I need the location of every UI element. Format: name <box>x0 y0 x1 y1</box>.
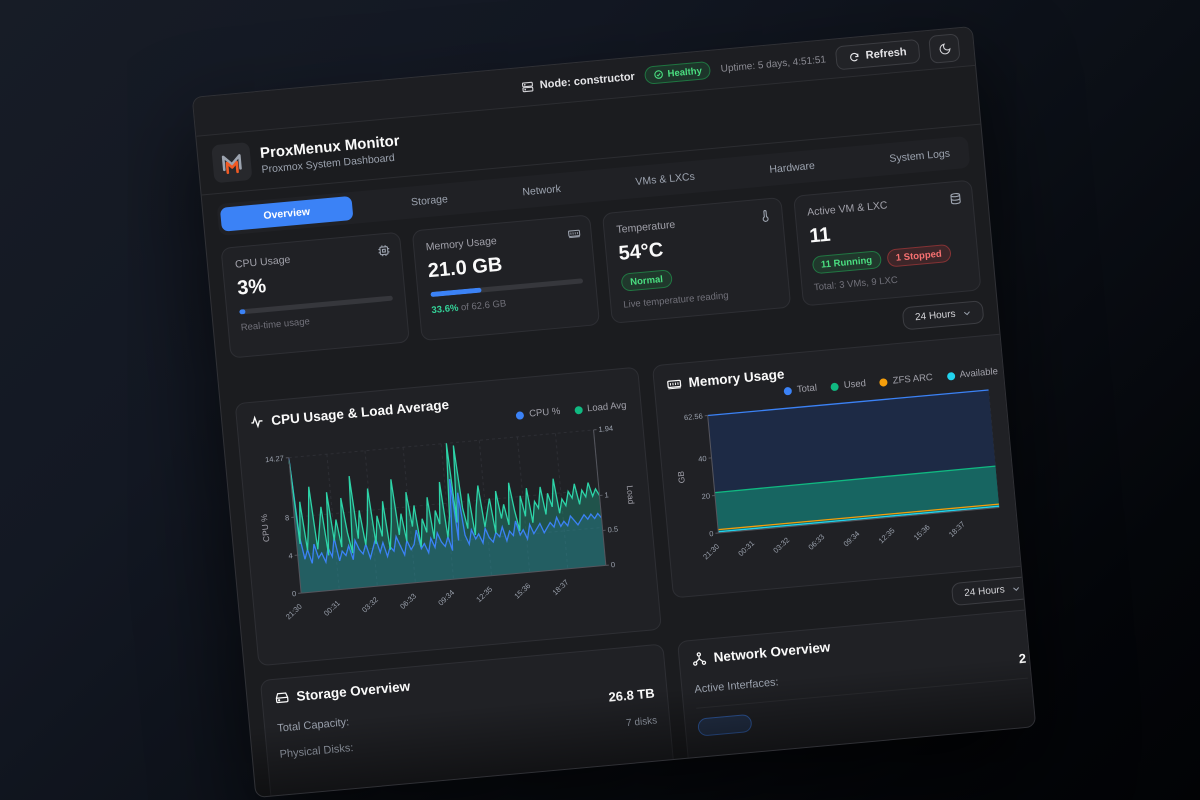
svg-text:00:31: 00:31 <box>322 598 342 617</box>
moon-icon <box>939 42 950 54</box>
memory-icon <box>667 379 682 390</box>
legend-total: Total <box>783 383 817 397</box>
svg-text:09:34: 09:34 <box>436 588 456 607</box>
svg-text:06:33: 06:33 <box>807 532 827 551</box>
svg-text:18:37: 18:37 <box>551 578 571 597</box>
refresh-button[interactable]: Refresh <box>834 38 921 71</box>
thermometer-icon <box>762 210 769 222</box>
svg-text:14.27: 14.27 <box>265 454 285 465</box>
svg-text:03:32: 03:32 <box>360 595 380 614</box>
temperature-value: 54°C <box>617 238 665 265</box>
tab-system-logs[interactable]: System Logs <box>888 147 951 165</box>
node-indicator: Node: constructor <box>520 70 635 93</box>
top-status-bar: Node: constructor Healthy Uptime: 5 days… <box>192 27 976 137</box>
svg-text:15:36: 15:36 <box>512 581 532 600</box>
left-column: CPU Usage & Load Average CPU % Load Avg 0… <box>234 366 679 799</box>
hard-drive-icon <box>275 692 289 704</box>
svg-text:21:30: 21:30 <box>701 542 721 561</box>
svg-text:03:32: 03:32 <box>771 535 791 554</box>
temperature-card: Temperature 54°C Normal Live temperature… <box>601 197 791 324</box>
period-selector-row: 24 Hours <box>231 300 985 391</box>
tab-hardware[interactable]: Hardware <box>768 159 816 176</box>
chevron-down-icon <box>1013 587 1020 591</box>
svg-text:GB: GB <box>676 470 687 483</box>
storage-overview-card: Storage Overview Total Capacity: 26.8 TB… <box>259 643 679 799</box>
theme-toggle-button[interactable] <box>928 33 961 64</box>
cpu-value: 3% <box>236 275 268 300</box>
vm-stopped-badge: 1 Stopped <box>886 243 952 268</box>
svg-text:40: 40 <box>698 454 707 464</box>
svg-text:4: 4 <box>288 551 293 560</box>
period-dropdown[interactable]: 24 Hours <box>902 300 985 331</box>
app-header: ProxMenux Monitor Proxmox System Dashboa… <box>196 65 981 196</box>
network-title: Network Overview <box>712 639 831 665</box>
memory-value: 21.0 GB <box>426 253 504 283</box>
network-icon <box>693 652 707 666</box>
database-icon <box>950 193 961 205</box>
check-circle-icon <box>654 70 663 79</box>
header-titles: ProxMenux Monitor Proxmox System Dashboa… <box>259 132 401 176</box>
svg-text:0: 0 <box>610 560 615 569</box>
stat-cards-row: CPU Usage 3% Real-time usage Memory Usag… <box>220 179 982 359</box>
uptime-text: Uptime: 5 days, 4:51:51 <box>720 53 827 75</box>
svg-text:06:33: 06:33 <box>398 592 418 611</box>
proxmenux-logo-icon <box>221 154 242 175</box>
memory-chart-card: Memory Usage Total Used ZFS ARC Available 0… <box>651 332 1031 599</box>
svg-text:CPU %: CPU % <box>259 513 272 542</box>
tab-network[interactable]: Network <box>521 182 562 199</box>
vm-count: 11 <box>808 223 832 248</box>
refresh-icon <box>850 52 859 61</box>
svg-text:00:31: 00:31 <box>736 539 756 558</box>
legend-used: Used <box>830 378 866 392</box>
svg-text:0: 0 <box>292 589 297 598</box>
svg-text:0.5: 0.5 <box>607 525 618 535</box>
vm-running-badge: 11 Running <box>811 250 882 275</box>
health-badge: Healthy <box>643 60 712 85</box>
svg-text:0: 0 <box>709 529 714 538</box>
svg-text:62.56: 62.56 <box>684 411 704 422</box>
svg-text:20: 20 <box>701 491 710 501</box>
right-column: Memory Usage Total Used ZFS ARC Available 0… <box>651 332 1037 799</box>
svg-text:1.94: 1.94 <box>598 424 613 434</box>
memory-period-dropdown[interactable]: 24 Hours <box>951 575 1034 607</box>
memory-chart: 0 20 40 62.56 21:30 00:31 03:32 06:33 09:34 12:35… <box>676 389 1000 561</box>
svg-text:Load: Load <box>625 485 637 505</box>
memory-period-row: 24 Hours <box>674 575 1034 631</box>
cpu-icon <box>377 245 390 257</box>
svg-text:09:34: 09:34 <box>842 529 862 548</box>
svg-text:1: 1 <box>604 490 609 499</box>
memory-icon <box>568 229 581 239</box>
tab-overview[interactable]: Overview <box>219 195 354 232</box>
chevron-down-icon <box>963 311 970 316</box>
tab-vms-lxcs[interactable]: VMs & LXCs <box>634 170 696 189</box>
cpu-load-chart-card: CPU Usage & Load Average CPU % Load Avg 0… <box>234 366 662 667</box>
svg-text:21:30: 21:30 <box>284 602 304 621</box>
memory-usage-card: Memory Usage 21.0 GB 33.6% of 62.6 GB <box>411 214 601 342</box>
node-name: Node: constructor <box>539 70 636 92</box>
server-icon <box>521 81 534 92</box>
cpu-load-chart: 0 4 8 14.27 0 0.5 1 1.94 21:30 00:31 03:32 06:33 09:… <box>259 424 637 622</box>
network-overview-card: Network Overview Active Interfaces: 2 <box>677 608 1037 799</box>
svg-text:12:35: 12:35 <box>474 585 494 604</box>
dashboard-window: Node: constructor Healthy Uptime: 5 days… <box>191 25 1037 799</box>
svg-text:8: 8 <box>285 513 290 522</box>
content-columns: CPU Usage & Load Average CPU % Load Avg 0… <box>234 332 1037 799</box>
svg-text:15:36: 15:36 <box>912 523 932 542</box>
tab-storage[interactable]: Storage <box>410 193 449 209</box>
app-logo <box>211 141 253 184</box>
cpu-usage-card: CPU Usage 3% Real-time usage <box>220 231 410 359</box>
temperature-status-badge: Normal <box>620 269 673 292</box>
interface-badge[interactable] <box>697 713 753 737</box>
svg-text:12:35: 12:35 <box>877 526 897 545</box>
svg-text:18:37: 18:37 <box>947 520 967 539</box>
active-vm-card: Active VM & LXC 11 11 Running 1 Stopped … <box>792 179 982 307</box>
storage-title: Storage Overview <box>295 678 411 704</box>
activity-icon <box>251 415 263 429</box>
